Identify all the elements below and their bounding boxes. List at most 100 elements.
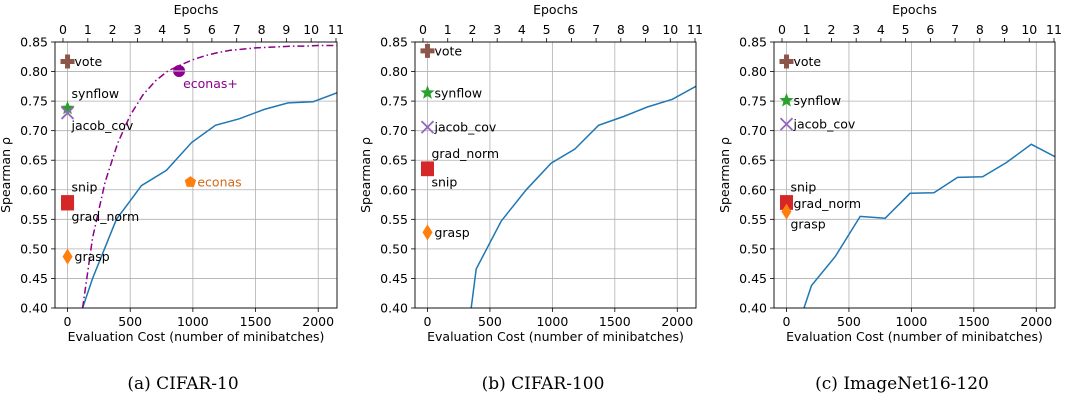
series-line-2 — [81, 44, 337, 308]
point-label-vote: vote — [434, 43, 462, 58]
panel-caption: (b) CIFAR-100 — [482, 374, 605, 394]
top-tick-label: 6 — [926, 22, 934, 37]
marker-grad-norm — [61, 197, 75, 211]
point-label-grad-norm: grad_norm — [793, 196, 861, 211]
y-tick-label: 0.60 — [739, 182, 767, 197]
point-label-jacob-cov: jacob_cov — [71, 118, 134, 133]
top-tick-label: 0 — [419, 22, 427, 37]
chart-panel-2: 0.40 0.45 0.50 0.55 0.60 0.65 0.70 0.75 0.80 0.85… — [358, 2, 703, 394]
top-tick-label: 10 — [662, 22, 678, 37]
y-tick-label: 0.45 — [20, 271, 48, 286]
x-tick-label: 1000 — [895, 314, 927, 329]
top-tick-label: 3 — [493, 22, 501, 37]
series-line-1 — [803, 143, 1055, 308]
y-tick-label: 0.75 — [20, 94, 48, 109]
top-tick-label: 2 — [827, 22, 835, 37]
point-label-econas-: econas+ — [183, 76, 238, 91]
top-tick-label: 1 — [803, 22, 811, 37]
y-axis-label: Spearman ρ — [0, 137, 13, 213]
marker-grasp — [422, 224, 433, 241]
x-tick-label: 500 — [837, 314, 861, 329]
x-tick-label: 0 — [783, 314, 791, 329]
marker-jacob-cov — [779, 117, 794, 131]
x-tick-label: 1500 — [240, 314, 272, 329]
y-tick-label: 0.85 — [380, 35, 408, 50]
marker-grasp — [781, 203, 792, 220]
x-tick-label: 1500 — [958, 314, 990, 329]
plot-frame — [414, 41, 697, 309]
top-tick-label: 1 — [84, 22, 92, 37]
y-tick-label: 0.85 — [20, 35, 48, 50]
point-label-snip: snip — [431, 175, 457, 190]
top-tick-label: 2 — [109, 22, 117, 37]
top-tick-label: 10 — [303, 22, 319, 37]
point-label-grad-norm: grad_norm — [72, 209, 140, 224]
marker-synflow — [420, 85, 435, 99]
top-tick-label: 9 — [1001, 22, 1009, 37]
x-tick-label: 0 — [64, 314, 72, 329]
marker-synflow — [60, 100, 75, 115]
top-tick-label: 9 — [282, 22, 290, 37]
top-tick-label: 7 — [233, 22, 241, 37]
top-tick-label: 5 — [902, 22, 910, 37]
top-tick-label: 5 — [543, 22, 551, 37]
x-tick-label: 1000 — [177, 314, 209, 329]
y-tick-label: 0.65 — [380, 153, 408, 168]
y-tick-label: 0.45 — [380, 271, 408, 286]
y-tick-label: 0.40 — [20, 301, 48, 316]
marker-vote — [420, 43, 435, 58]
top-tick-label: 6 — [567, 22, 575, 37]
top-tick-label: 3 — [133, 22, 141, 37]
y-axis-label: Spearman ρ — [358, 137, 373, 213]
top-tick-label: 5 — [183, 22, 191, 37]
top-tick-label: 11 — [328, 22, 344, 37]
x-tick-label: 1500 — [599, 314, 631, 329]
top-tick-label: 8 — [617, 22, 625, 37]
point-label-synflow: synflow — [793, 93, 841, 108]
y-axis-label: Spearman ρ — [717, 137, 732, 213]
top-tick-label: 3 — [852, 22, 860, 37]
top-tick-label: 8 — [258, 22, 266, 37]
top-tick-label: 8 — [976, 22, 984, 37]
point-label-grasp: grasp — [434, 225, 469, 240]
point-label-grasp: grasp — [790, 217, 825, 232]
point-label-snip: snip — [72, 180, 98, 195]
top-tick-label: 0 — [59, 22, 67, 37]
y-tick-label: 0.80 — [380, 64, 408, 79]
y-tick-label: 0.55 — [380, 212, 408, 227]
y-tick-label: 0.55 — [20, 212, 48, 227]
point-label-econas: econas — [197, 175, 241, 190]
y-tick-label: 0.85 — [739, 35, 767, 50]
y-tick-label: 0.55 — [739, 212, 767, 227]
y-tick-label: 0.70 — [20, 123, 48, 138]
marker-jacob-cov — [60, 106, 75, 120]
y-tick-label: 0.65 — [20, 153, 48, 168]
point-label-jacob-cov: jacob_cov — [433, 120, 496, 135]
marker-synflow — [779, 93, 794, 107]
point-label-grad-norm: grad_norm — [431, 146, 499, 161]
top-tick-label: 4 — [158, 22, 166, 37]
chart-panel-1: 0.40 0.45 0.50 0.55 0.60 0.65 0.70 0.75 0.80 0.85… — [0, 2, 344, 394]
x-axis-label: Evaluation Cost (number of minibatches) — [786, 329, 1043, 344]
point-label-jacob-cov: jacob_cov — [792, 117, 855, 132]
y-tick-label: 0.75 — [739, 94, 767, 109]
panel-caption: (a) CIFAR-10 — [127, 374, 238, 394]
y-tick-label: 0.60 — [20, 182, 48, 197]
y-tick-label: 0.50 — [739, 241, 767, 256]
y-tick-label: 0.60 — [380, 182, 408, 197]
y-tick-label: 0.40 — [739, 301, 767, 316]
marker-grasp — [62, 248, 73, 265]
x-tick-label: 2000 — [661, 314, 693, 329]
x-tick-label: 2000 — [1020, 314, 1052, 329]
top-tick-label: 2 — [468, 22, 476, 37]
y-tick-label: 0.50 — [20, 241, 48, 256]
top-tick-label: 0 — [778, 22, 786, 37]
top-tick-label: 1 — [444, 22, 452, 37]
y-tick-label: 0.80 — [739, 64, 767, 79]
x-tick-label: 1000 — [536, 314, 568, 329]
panel-caption: (c) ImageNet16-120 — [815, 374, 989, 394]
marker-vote — [60, 54, 75, 69]
y-tick-label: 0.70 — [380, 123, 408, 138]
x-axis-label: Evaluation Cost (number of minibatches) — [427, 329, 684, 344]
